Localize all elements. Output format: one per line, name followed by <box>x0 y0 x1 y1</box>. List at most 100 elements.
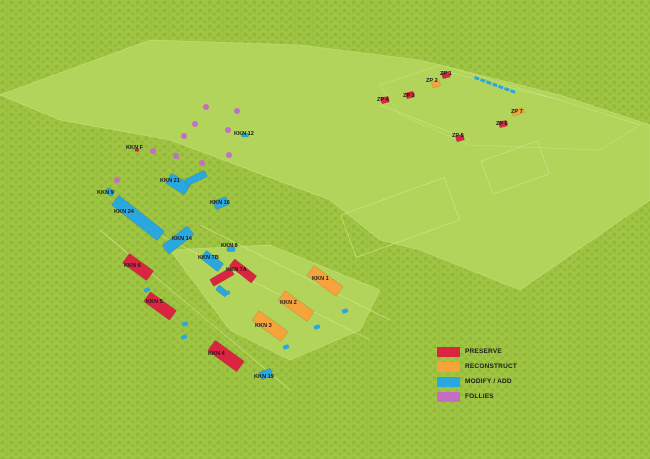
labels-layer: KKN F KKN 12 KKN 21 KKN 9 KKN 24 KKN 16 KKN 14… <box>97 71 523 380</box>
building-label: KKN 9 <box>97 190 114 196</box>
legend-item-follies: FOLLIES <box>437 389 517 404</box>
building-zp-1[interactable] <box>441 71 451 79</box>
building-shape <box>165 173 191 195</box>
buildings-layer <box>105 71 525 380</box>
building-zp-7[interactable] <box>511 107 525 117</box>
building-shape <box>511 107 525 117</box>
folly-marker[interactable] <box>181 133 187 139</box>
building-label: ZP 5 <box>452 133 464 139</box>
building-label: KKN 14 <box>172 236 193 242</box>
folly-marker[interactable] <box>150 148 156 154</box>
folly-marker[interactable] <box>226 152 232 158</box>
building-zp-2[interactable] <box>431 80 441 88</box>
building-shape <box>278 290 314 322</box>
folly-marker[interactable] <box>173 153 179 159</box>
building-label: ZP 2 <box>426 78 438 84</box>
building-kkn-5[interactable] <box>143 291 177 321</box>
building-kkn-4[interactable] <box>207 340 245 372</box>
small-structure <box>497 84 504 90</box>
building-kkn-f[interactable] <box>134 148 140 152</box>
clearings <box>0 39 650 361</box>
building-label: KKN 16 <box>210 200 230 206</box>
small-structure <box>282 344 290 350</box>
small-structure <box>143 287 151 293</box>
building-shape <box>134 148 140 152</box>
building-kkn-7a[interactable] <box>209 258 257 287</box>
building-kkn-6[interactable] <box>122 253 154 281</box>
legend-label: PRESERVE <box>465 348 502 355</box>
folly-marker[interactable] <box>225 127 231 133</box>
building-label: KKN 4 <box>208 351 226 357</box>
building-label: KKN 7A <box>226 267 247 273</box>
building-kkn-19[interactable] <box>259 368 273 380</box>
small-structure <box>473 76 480 81</box>
building-label: ZP 3 <box>403 93 415 99</box>
building-shape <box>226 246 236 252</box>
folly-marker[interactable] <box>114 177 120 183</box>
small-structure <box>479 78 486 83</box>
building-kkn-9[interactable] <box>105 187 115 197</box>
building-shape <box>184 170 208 186</box>
building-zp-5[interactable] <box>455 134 465 142</box>
building-shape <box>431 80 441 88</box>
building-shape <box>259 368 273 380</box>
legend: PRESERVE RECONSTRUCT MODIFY / ADD FOLLIES <box>437 344 517 404</box>
small-structure <box>341 308 349 314</box>
building-kkn-14[interactable] <box>162 225 194 255</box>
building-shape <box>241 132 249 138</box>
building-shape <box>212 196 230 210</box>
small-structure <box>503 86 510 92</box>
legend-swatch <box>437 361 460 372</box>
folly-marker[interactable] <box>192 121 198 127</box>
building-label: KKN 21 <box>160 178 180 184</box>
legend-swatch <box>437 376 460 387</box>
small-structure <box>180 334 188 340</box>
building-label: KKN 6 <box>124 263 141 269</box>
legend-label: RECONSTRUCT <box>465 363 518 370</box>
building-label: KKN 8 <box>221 243 238 249</box>
building-shape <box>143 291 177 321</box>
building-kkn-16[interactable] <box>212 196 230 210</box>
building-shape <box>498 120 508 128</box>
building-zp-4[interactable] <box>380 96 390 104</box>
building-kkn-2[interactable] <box>278 290 314 322</box>
small-structure <box>509 89 516 94</box>
legend-label: FOLLIES <box>465 393 494 400</box>
building-shape <box>252 310 288 342</box>
building-kkn-3[interactable] <box>252 310 288 342</box>
legend-swatch <box>437 346 460 357</box>
building-label: KKN 2 <box>280 300 297 306</box>
building-shape <box>105 187 115 197</box>
building-shape <box>405 91 415 99</box>
building-kkn-24[interactable] <box>111 195 165 241</box>
building-shape <box>441 71 451 79</box>
building-label: KKN 24 <box>114 209 135 215</box>
small-structure <box>313 324 321 330</box>
building-label: ZP 6 <box>496 121 508 127</box>
building-label: ZP 7 <box>511 109 523 115</box>
folly-marker[interactable] <box>203 104 209 110</box>
building-label: ZP 1 <box>440 71 452 77</box>
building-zp-3[interactable] <box>405 91 415 99</box>
legend-swatch <box>437 391 460 402</box>
building-shape <box>207 340 245 372</box>
building-shape <box>200 250 224 272</box>
building-shape <box>455 134 465 142</box>
building-label: ZP 4 <box>377 97 390 103</box>
building-shape <box>111 195 165 241</box>
legend-label: MODIFY / ADD <box>465 378 512 385</box>
building-kkn-21[interactable] <box>165 170 208 195</box>
building-kkn-1[interactable] <box>307 265 343 297</box>
building-shape <box>162 225 194 255</box>
building-kkn-8[interactable] <box>226 246 236 252</box>
building-zp-6[interactable] <box>498 120 508 128</box>
folly-marker[interactable] <box>199 160 205 166</box>
building-kkn-12[interactable] <box>241 132 249 138</box>
building-label: KKN 3 <box>255 323 272 329</box>
small-structure <box>485 80 492 85</box>
building-shape <box>307 265 343 297</box>
folly-marker[interactable] <box>234 108 240 114</box>
building-label: KKN 19 <box>254 374 274 380</box>
building-shape <box>229 258 257 284</box>
